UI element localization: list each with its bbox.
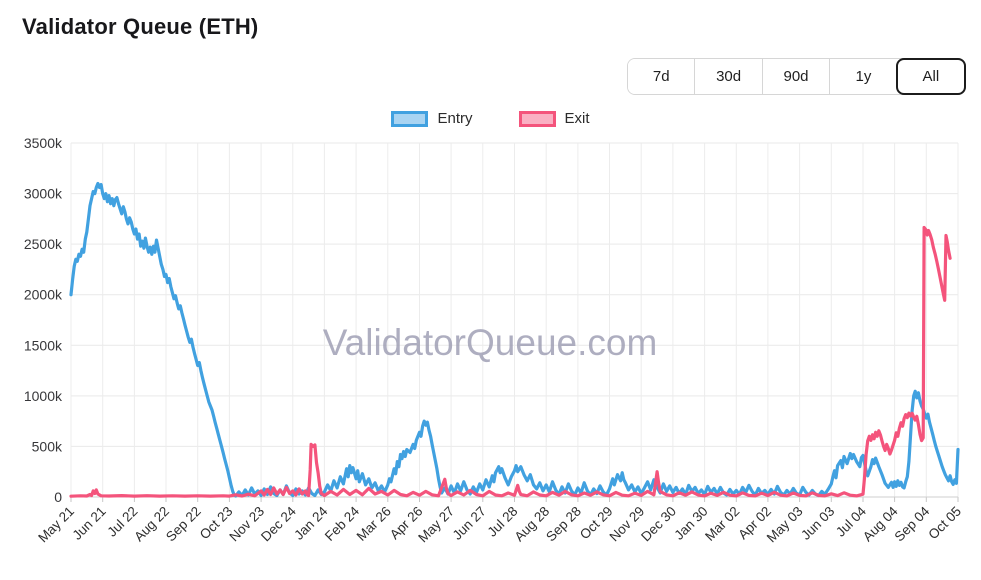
- x-tick-label: Sep 28: [543, 504, 584, 545]
- y-tick-label: 3500k: [24, 135, 63, 151]
- y-tick-label: 0: [54, 489, 62, 505]
- entry-series-line: [69, 181, 960, 498]
- range-selector: 7d 30d 90d 1y All: [627, 58, 967, 95]
- legend-entry[interactable]: Entry: [391, 110, 473, 127]
- range-button-30d[interactable]: 30d: [694, 59, 762, 94]
- range-button-7d[interactable]: 7d: [628, 59, 695, 94]
- y-tick-label: 1500k: [24, 337, 63, 353]
- x-tick-label: Dec 30: [638, 504, 679, 545]
- x-tick-label: Jun 21: [70, 504, 109, 543]
- y-tick-label: 1000k: [24, 388, 63, 404]
- x-tick-label: Aug 22: [131, 504, 172, 545]
- x-tick-label: Aug 28: [511, 504, 552, 545]
- validator-queue-chart[interactable]: 0 500k 1000k 1500k 2000k 2500k 3000k 3500k May 2…: [0, 135, 981, 580]
- x-tick-label: Feb 24: [322, 503, 363, 544]
- legend-exit-label: Exit: [564, 110, 590, 127]
- x-tick-label: May 21: [35, 504, 77, 546]
- x-tick-label: Sep 04: [892, 503, 933, 544]
- chart-legend: Entry Exit: [0, 110, 981, 127]
- exit-swatch-icon: [518, 110, 556, 127]
- exit-series-line: [69, 225, 952, 498]
- range-button-90d[interactable]: 90d: [761, 59, 830, 94]
- x-tick-label: Jun 03: [798, 504, 837, 543]
- legend-exit[interactable]: Exit: [518, 110, 590, 127]
- x-tick-label: Sep 22: [163, 504, 204, 545]
- y-tick-label: 2500k: [24, 236, 63, 252]
- x-tick-label: May 03: [764, 504, 806, 546]
- x-tick-label: Mar 26: [354, 504, 394, 544]
- range-button-all[interactable]: All: [895, 58, 967, 95]
- x-tick-label: Jun 27: [450, 504, 489, 543]
- x-tick-label: Nov 29: [606, 504, 647, 545]
- page-title: Validator Queue (ETH): [22, 14, 259, 39]
- y-tick-label: 3000k: [24, 186, 63, 202]
- entry-swatch-icon: [391, 110, 429, 127]
- x-tick-label: Nov 23: [226, 504, 267, 545]
- x-tick-label: May 27: [415, 504, 457, 546]
- watermark-text: ValidatorQueue.com: [323, 322, 658, 363]
- legend-entry-label: Entry: [437, 110, 473, 127]
- y-tick-label: 500k: [32, 438, 63, 454]
- range-button-1y[interactable]: 1y: [829, 59, 897, 94]
- x-tick-label: Mar 02: [702, 504, 742, 544]
- x-tick-label: Dec 24: [258, 503, 299, 544]
- y-tick-label: 2000k: [24, 287, 63, 303]
- x-tick-label: Oct 05: [925, 504, 964, 543]
